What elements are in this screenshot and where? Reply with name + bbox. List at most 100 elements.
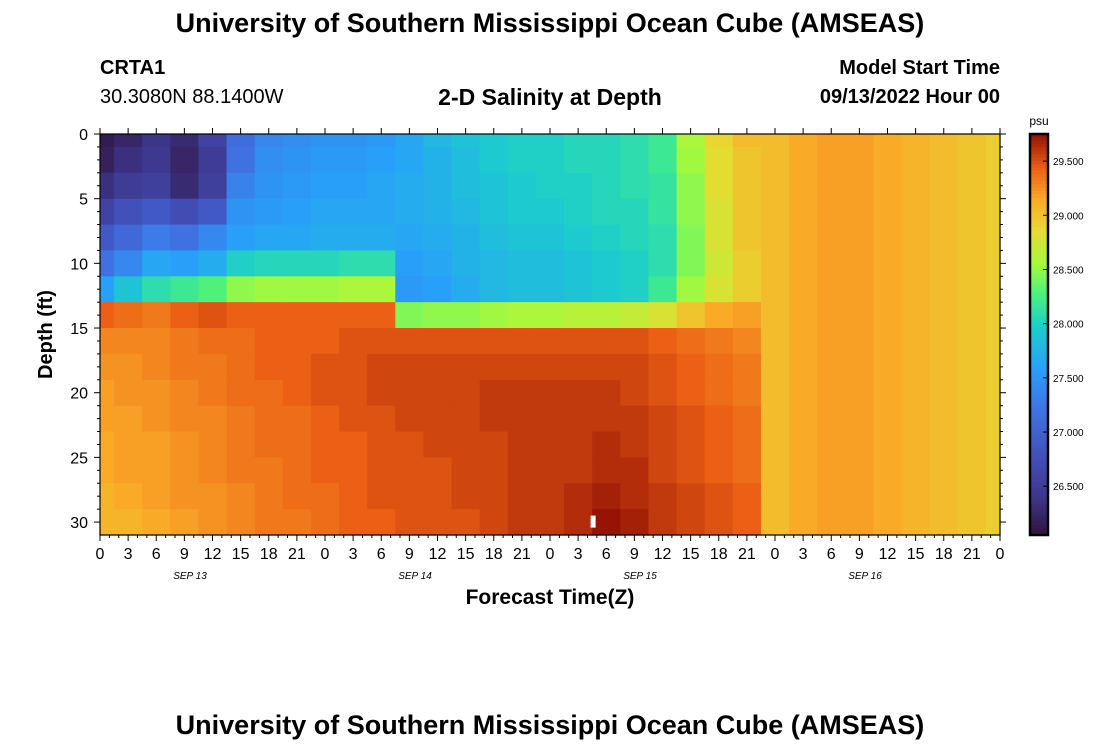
heatmap-cell <box>873 483 903 510</box>
colorbar-segment <box>1030 150 1048 155</box>
x-tick-label: 9 <box>855 546 864 563</box>
colorbar-segment <box>1030 524 1048 529</box>
heatmap-cell <box>789 198 818 226</box>
heatmap-cell <box>648 224 678 252</box>
heatmap-cell <box>592 172 621 200</box>
colorbar-segment <box>1030 334 1048 339</box>
heatmap-cell <box>873 224 903 252</box>
colorbar-segment <box>1030 381 1048 386</box>
heatmap-cell <box>535 276 565 303</box>
station-id: CRTA1 <box>100 57 166 79</box>
x-tick-label: 0 <box>546 546 555 563</box>
heatmap-cell <box>929 328 959 355</box>
heatmap-cell <box>985 405 1001 433</box>
heatmap-cell <box>282 134 312 148</box>
heatmap-cell <box>929 431 959 458</box>
heatmap-cell <box>423 353 453 381</box>
heatmap-cell <box>423 276 453 303</box>
heatmap-cell <box>901 483 931 510</box>
heatmap-cell <box>985 483 1001 510</box>
heatmap-cell <box>592 483 621 510</box>
heatmap-cell <box>620 509 650 536</box>
heatmap-cell <box>507 483 537 510</box>
heatmap-cell <box>845 250 875 277</box>
heatmap-cell <box>564 509 593 536</box>
colorbar-segment <box>1030 327 1048 332</box>
heatmap-cell <box>367 328 396 355</box>
heatmap-cell <box>339 483 368 510</box>
colorbar-segment <box>1030 314 1048 319</box>
heatmap-cell <box>100 353 115 381</box>
x-tick-label: 6 <box>602 546 611 563</box>
heatmap-cell <box>114 276 143 303</box>
heatmap-cell <box>226 483 256 510</box>
heatmap-cell <box>367 353 396 381</box>
heatmap-cell <box>198 224 228 252</box>
x-tick-label: 6 <box>152 546 161 563</box>
heatmap-cell <box>901 509 931 536</box>
heatmap-cell <box>226 276 256 303</box>
heatmap-cell <box>732 328 762 355</box>
heatmap-cell <box>957 146 987 174</box>
heatmap-cell <box>451 353 481 381</box>
heatmap-cell <box>901 405 931 433</box>
heatmap-cell <box>310 509 340 536</box>
colorbar-segment <box>1030 418 1048 422</box>
heatmap-cell <box>648 328 678 355</box>
heatmap-cell <box>845 379 875 407</box>
heatmap-cell <box>845 483 875 510</box>
heatmap-cell <box>732 276 762 303</box>
heatmap-cell <box>732 457 762 484</box>
model-start-value: 09/13/2022 Hour 00 <box>819 86 1000 108</box>
colorbar-segment <box>1030 448 1048 453</box>
heatmap-cell <box>198 379 228 407</box>
heatmap-cell <box>479 353 509 381</box>
heatmap-cell <box>564 483 593 510</box>
heatmap-cell <box>704 457 734 484</box>
heatmap-cell <box>704 198 734 226</box>
heatmap-cell <box>704 146 734 174</box>
heatmap-cell <box>676 379 706 407</box>
colorbar-segment <box>1030 511 1048 516</box>
heatmap-cell <box>873 379 903 407</box>
heatmap-cell <box>100 431 115 458</box>
colorbar-segment <box>1030 401 1048 406</box>
heatmap-cell <box>367 457 396 484</box>
heatmap-cell <box>564 431 593 458</box>
heatmap-cell <box>760 431 790 458</box>
colorbar-segment <box>1030 464 1048 469</box>
heatmap-cell <box>648 379 678 407</box>
heatmap-cell <box>676 134 706 148</box>
heatmap-cell <box>535 224 565 252</box>
heatmap-cell <box>451 379 481 407</box>
colorbar-segment <box>1030 194 1048 199</box>
heatmap-cell <box>957 509 987 536</box>
heatmap-cell <box>507 328 537 355</box>
y-tick-label: 0 <box>79 127 88 144</box>
heatmap-cell <box>535 353 565 381</box>
heatmap-cell <box>929 276 959 303</box>
colorbar-segment <box>1030 364 1048 369</box>
colorbar-segment <box>1030 481 1048 486</box>
heatmap-cell <box>676 224 706 252</box>
heatmap-cell <box>760 483 790 510</box>
heatmap-cell <box>929 134 959 148</box>
heatmap-cell <box>282 457 312 484</box>
heatmap-cell <box>198 250 228 277</box>
chart-subtitle: 2-D Salinity at Depth <box>438 84 662 110</box>
colorbar-segment <box>1030 531 1048 536</box>
colorbar-segment <box>1030 521 1048 526</box>
colorbar-segment <box>1030 434 1048 439</box>
x-tick-label: 0 <box>96 546 105 563</box>
colorbar-segment <box>1030 257 1048 262</box>
colorbar-segment <box>1030 357 1048 362</box>
heatmap-cell <box>564 146 593 174</box>
heatmap-cell <box>310 353 340 381</box>
heatmap-cell <box>929 302 959 329</box>
heatmap-cell <box>985 224 1001 252</box>
heatmap-cell <box>254 250 284 277</box>
heatmap-cell <box>254 431 284 458</box>
heatmap-cell <box>339 134 368 148</box>
heatmap-cell <box>789 405 818 433</box>
heatmap-cell <box>114 509 143 536</box>
